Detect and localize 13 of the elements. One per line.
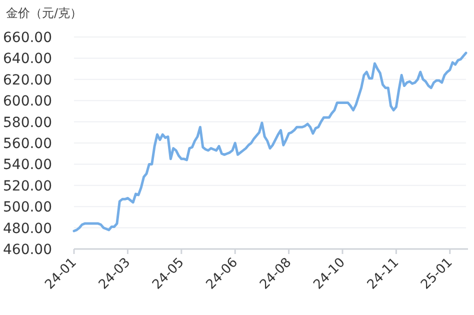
y-tick-label: 620.00 [3,72,52,88]
y-tick-label: 600.00 [3,94,52,110]
line-series [72,52,468,232]
y-tick-label: 500.00 [3,200,52,216]
y-axis-title: 金价（元/克） [6,6,82,20]
y-tick-label: 540.00 [3,157,52,174]
y-tick-label: 560.00 [3,136,52,152]
y-tick-label: 520.00 [3,178,52,194]
y-tick-label: 640.00 [3,51,52,68]
y-tick-label: 580.00 [3,114,52,131]
y-tick-label: 480.00 [3,220,52,237]
y-tick-label: 660.00 [3,30,52,46]
y-tick-label: 460.00 [3,242,52,258]
